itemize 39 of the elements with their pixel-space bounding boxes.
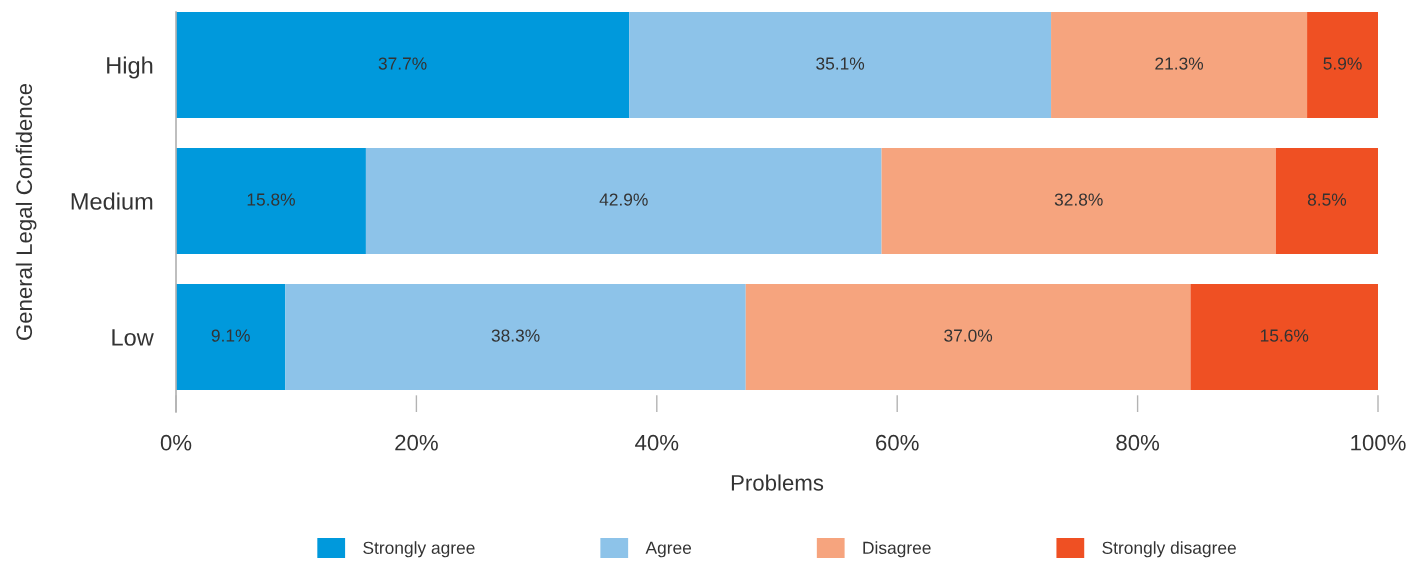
bar xyxy=(365,148,882,255)
legend-label: Strongly disagree xyxy=(1102,541,1236,558)
data-label: 15.8% xyxy=(247,193,295,206)
data-label: 5.9% xyxy=(1323,57,1362,70)
y-tick-label: Low xyxy=(112,329,154,346)
x-tick-label: 80% xyxy=(1116,434,1160,451)
bar xyxy=(1190,284,1378,391)
bar xyxy=(1275,148,1378,255)
bar xyxy=(176,12,630,119)
data-label: 15.6% xyxy=(1260,329,1309,342)
data-label: 35.1% xyxy=(816,57,865,70)
bar xyxy=(1051,12,1308,119)
legend-label: Agree xyxy=(645,541,692,558)
bar xyxy=(285,284,746,391)
data-label: 37.0% xyxy=(944,329,993,342)
bar xyxy=(745,284,1191,391)
bar xyxy=(176,284,286,391)
data-label: 37.7% xyxy=(378,57,427,70)
x-axis-title: Problems xyxy=(731,474,824,491)
bar xyxy=(629,12,1052,119)
legend-label: Disagree xyxy=(863,541,931,558)
x-tick-label: 0% xyxy=(160,434,192,451)
y-axis-title: General Legal Confidence xyxy=(15,83,37,340)
data-label: 21.3% xyxy=(1155,57,1204,70)
bar xyxy=(881,148,1276,255)
legend-label: Strongly agree xyxy=(363,541,475,558)
bar xyxy=(1307,12,1378,119)
x-tick-label: 100% xyxy=(1351,434,1406,451)
data-label: 32.8% xyxy=(1054,193,1103,206)
y-tick-label: Medium xyxy=(71,192,153,210)
data-label: 38.3% xyxy=(491,329,540,342)
data-label: 8.5% xyxy=(1307,193,1347,206)
x-tick-label: 40% xyxy=(635,434,679,451)
bar xyxy=(176,148,366,255)
data-label: 42.9% xyxy=(599,193,648,206)
x-tick-label: 60% xyxy=(876,434,919,451)
x-tick-label: 20% xyxy=(395,434,438,451)
y-tick-label: High xyxy=(107,56,153,79)
data-label: 9.1% xyxy=(211,329,250,342)
